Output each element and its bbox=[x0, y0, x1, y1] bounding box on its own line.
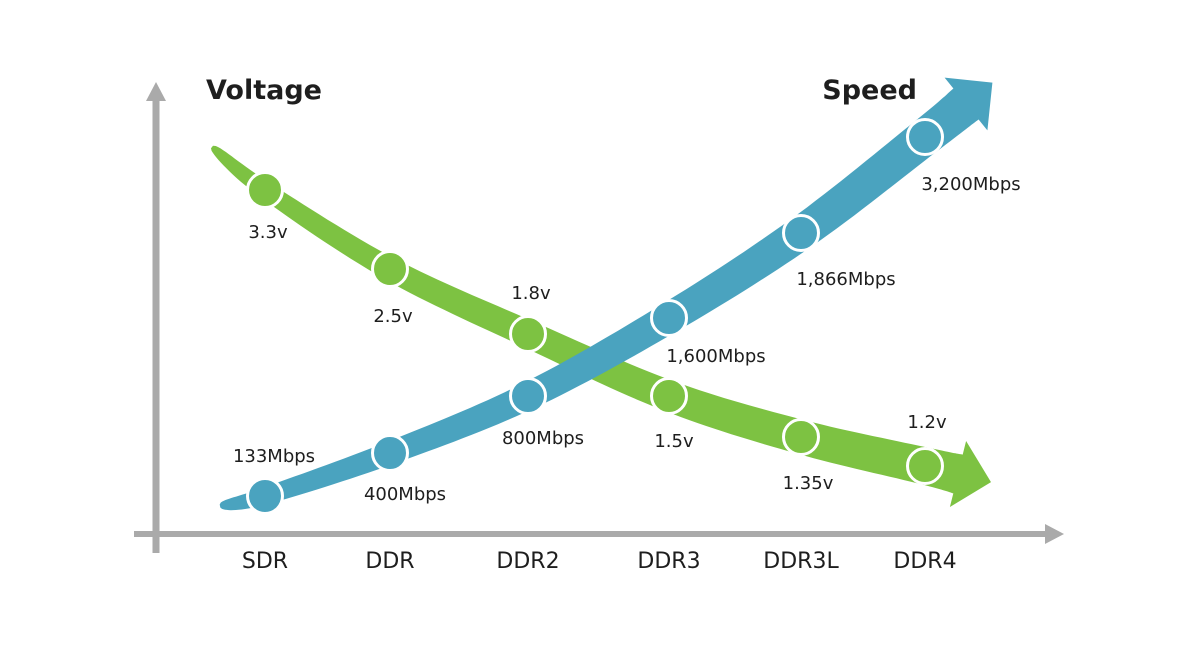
speed-point-ddr2 bbox=[509, 377, 547, 415]
voltage-point-ddr4 bbox=[906, 447, 944, 485]
voltage-label-ddr: 2.5v bbox=[373, 306, 413, 327]
voltage-label-sdr: 3.3v bbox=[248, 222, 288, 243]
speed-label-ddr: 400Mbps bbox=[364, 484, 446, 505]
speed-point-ddr3l bbox=[782, 214, 820, 252]
axes bbox=[134, 82, 1064, 553]
voltage-point-ddr2 bbox=[509, 315, 547, 353]
speed-label-ddr4: 3,200Mbps bbox=[921, 174, 1020, 195]
voltage-label-ddr3: 1.5v bbox=[654, 431, 694, 452]
x-tick-sdr: SDR bbox=[242, 549, 288, 574]
speed-point-sdr bbox=[246, 477, 284, 515]
voltage-point-ddr3l bbox=[782, 418, 820, 456]
voltage-label-ddr3l: 1.35v bbox=[783, 473, 834, 494]
x-tick-ddr3l: DDR3L bbox=[763, 549, 839, 574]
voltage-point-ddr3 bbox=[650, 377, 688, 415]
speed-label-ddr3l: 1,866Mbps bbox=[796, 269, 895, 290]
x-tick-labels: SDR DDR DDR2 DDR3 DDR3L DDR4 bbox=[242, 549, 957, 574]
speed-label-ddr2: 800Mbps bbox=[502, 428, 584, 449]
x-tick-ddr2: DDR2 bbox=[496, 549, 559, 574]
voltage-series-title: Voltage bbox=[206, 75, 322, 106]
x-tick-ddr3: DDR3 bbox=[637, 549, 700, 574]
x-tick-ddr: DDR bbox=[365, 549, 414, 574]
speed-series-title: Speed bbox=[822, 75, 917, 106]
speed-label-sdr: 133Mbps bbox=[233, 446, 315, 467]
x-tick-ddr4: DDR4 bbox=[893, 549, 956, 574]
speed-point-ddr4 bbox=[906, 118, 944, 156]
y-axis-arrow-icon bbox=[146, 82, 166, 101]
voltage-point-ddr bbox=[371, 250, 409, 288]
data-labels: 3.3v 2.5v 1.8v 1.5v 1.35v 1.2v 133Mbps 400Mbps 8… bbox=[233, 174, 1021, 505]
voltage-point-sdr bbox=[246, 171, 284, 209]
voltage-label-ddr2: 1.8v bbox=[511, 283, 551, 304]
x-axis-arrow-icon bbox=[1045, 524, 1064, 544]
speed-label-ddr3: 1,600Mbps bbox=[666, 346, 765, 367]
speed-point-ddr3 bbox=[650, 299, 688, 337]
voltage-label-ddr4: 1.2v bbox=[907, 412, 947, 433]
markers bbox=[246, 118, 944, 515]
speed-point-ddr bbox=[371, 434, 409, 472]
